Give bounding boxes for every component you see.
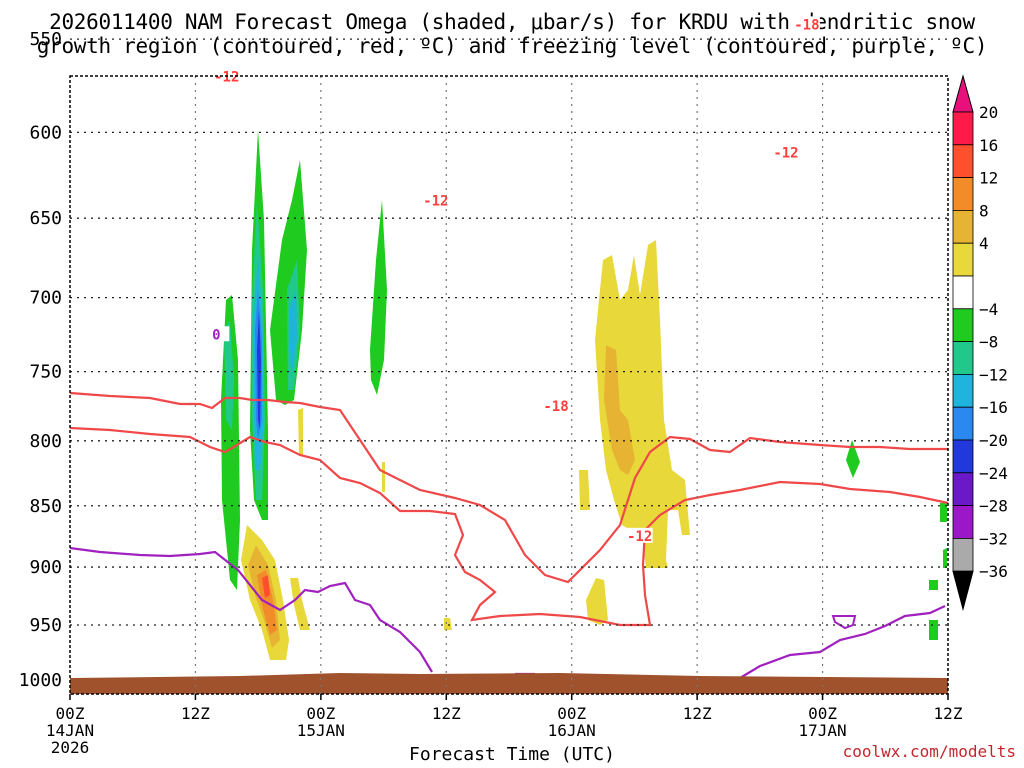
chart-title-line2: growth region (contoured, red, ºC) and f… <box>36 34 988 58</box>
colorbar-bottom-arrow <box>952 570 974 612</box>
x-tick-date: 17JAN <box>798 721 846 740</box>
colorbar-swatch <box>952 209 974 244</box>
colorbar-label: −28 <box>979 497 1008 516</box>
colorbar-swatch <box>952 472 974 506</box>
x-tick-label: 00Z <box>56 704 85 723</box>
omega-region-green <box>846 440 860 478</box>
omega-region-yellow <box>579 470 590 510</box>
omega-region-yellow <box>290 578 310 630</box>
omega-region-green <box>929 580 938 590</box>
x-tick-label: 12Z <box>181 704 210 723</box>
y-tick-label: 650 <box>29 208 62 229</box>
omega-region-green <box>929 620 938 640</box>
x-tick-label: 12Z <box>432 704 461 723</box>
colorbar-label: 16 <box>979 136 998 155</box>
contour-label: -12 <box>214 69 239 85</box>
colorbar-swatch <box>952 439 974 474</box>
x-tick-date: 14JAN <box>46 721 94 740</box>
omega-region-red <box>262 575 270 598</box>
colorbar-label: −20 <box>979 431 1008 450</box>
colorbar-swatch <box>952 341 974 375</box>
omega-region-green <box>943 548 947 568</box>
contour-label-bg <box>203 326 230 342</box>
plot-frame <box>69 75 949 695</box>
colorbar-label: 4 <box>979 234 989 253</box>
x-tick-label: 12Z <box>934 704 963 723</box>
y-tick-label: 700 <box>29 288 62 309</box>
y-tick-label: 600 <box>29 122 62 143</box>
contour-minus12-left <box>69 426 949 627</box>
colorbar: 20 16 12 8 4 −4 −8 −12 −16 −20 −24 −28 −32 −36 <box>952 74 1008 612</box>
contour-freezing-level <box>831 615 857 630</box>
y-tick-label: 550 <box>29 29 62 50</box>
y-tick-label: 750 <box>29 362 62 383</box>
x-tick-label: 12Z <box>683 704 712 723</box>
omega-region-yellow <box>444 618 452 630</box>
omega-region-green <box>940 503 947 522</box>
y-tick-label: 950 <box>29 615 62 636</box>
chart-title-line1: 2026011400 NAM Forecast Omega (shaded, μ… <box>49 10 975 34</box>
chart-axes: 2503003504004505005506006507007508008509… <box>19 29 963 757</box>
contour-label-bg <box>626 527 653 543</box>
colorbar-swatch <box>952 144 974 179</box>
omega-region-orange <box>604 345 635 475</box>
colorbar-label: 12 <box>979 169 998 188</box>
contour-label-bg <box>422 192 449 208</box>
x-tick-date: 15JAN <box>297 721 345 740</box>
x-tick-label: 00Z <box>306 704 335 723</box>
colorbar-label: 20 <box>979 103 998 122</box>
omega-region-yellow <box>586 578 608 625</box>
y-tick-label: 850 <box>29 496 62 517</box>
colorbar-swatch <box>952 111 974 146</box>
colorbar-label: −16 <box>979 398 1008 417</box>
y-tick-label: 900 <box>29 557 62 578</box>
omega-region-teal <box>224 320 234 430</box>
contour-label: -12 <box>423 194 448 210</box>
colorbar-swatch <box>952 177 974 211</box>
colorbar-swatch <box>952 242 974 277</box>
y-tick-label: 1000 <box>19 670 62 691</box>
colorbar-label: −12 <box>979 365 1008 384</box>
ground-surface <box>70 673 948 694</box>
colorbar-label: −32 <box>979 529 1008 548</box>
contour-freezing-level <box>69 546 433 673</box>
omega-region-yellow <box>382 462 385 492</box>
colorbar-swatch <box>952 505 974 539</box>
colorbar-label: −4 <box>979 300 998 319</box>
colorbar-label: 8 <box>979 201 989 220</box>
x-axis-label: Forecast Time (UTC) <box>409 744 615 765</box>
x-tick-year: 2026 <box>51 738 90 757</box>
contour-label: -12 <box>773 146 798 162</box>
colorbar-swatch <box>952 373 974 408</box>
omega-region-cyan <box>289 290 297 380</box>
contour-minus18-left <box>69 391 948 584</box>
x-tick-label: 00Z <box>808 704 837 723</box>
colorbar-label: −36 <box>979 562 1008 581</box>
contour-label-bg <box>793 16 820 32</box>
chart-grid <box>70 38 948 694</box>
omega-region-yellow <box>298 408 303 455</box>
x-tick-date: 16JAN <box>548 721 596 740</box>
colorbar-label: −8 <box>979 333 998 352</box>
contour-label: -12 <box>627 529 652 545</box>
contour-label: 0 <box>212 327 220 343</box>
site-credit[interactable]: coolwx.com/modelts <box>842 742 1016 761</box>
colorbar-swatch <box>952 308 974 342</box>
x-tick-label: 00Z <box>557 704 586 723</box>
contour-label: -18 <box>794 17 819 33</box>
colorbar-top-arrow <box>952 74 974 113</box>
colorbar-label: −24 <box>979 464 1008 483</box>
colorbar-swatch <box>952 406 974 441</box>
contour-label: -18 <box>543 399 568 415</box>
omega-shading <box>221 130 947 660</box>
colorbar-swatch <box>952 275 974 310</box>
contour-label-bg <box>543 397 570 413</box>
contour-freezing-level <box>739 605 946 679</box>
y-tick-label: 800 <box>29 431 62 452</box>
contour-label-bg <box>772 144 799 160</box>
colorbar-swatch <box>952 538 974 572</box>
omega-region-yellow <box>595 240 690 568</box>
